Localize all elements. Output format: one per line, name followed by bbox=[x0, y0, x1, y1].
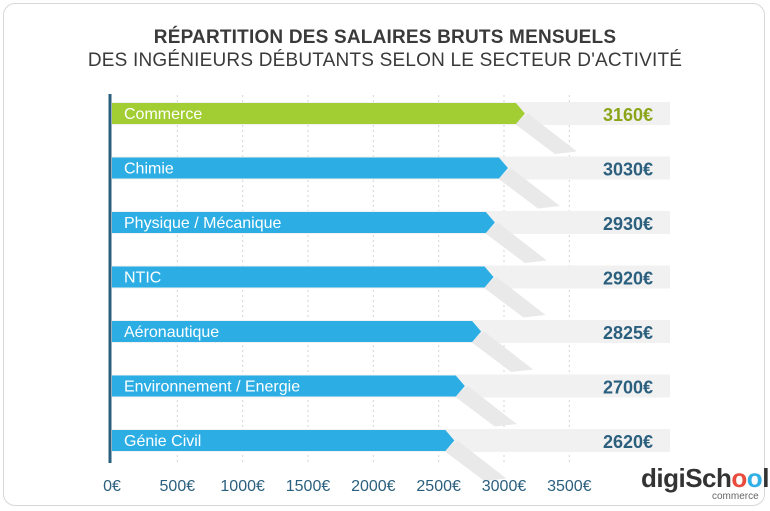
bar bbox=[112, 321, 482, 342]
bar bbox=[112, 375, 465, 397]
x-tick-label: 2000€ bbox=[351, 478, 396, 495]
logo-subtitle: commerce bbox=[712, 491, 759, 502]
bar-label: NTIC bbox=[124, 270, 161, 287]
value-label: 2930€ bbox=[603, 214, 653, 234]
x-tick-label: 3500€ bbox=[547, 478, 592, 495]
chart-subtitle: DES INGÉNIEURS DÉBUTANTS SELON LE SECTEU… bbox=[87, 50, 683, 71]
bar bbox=[112, 212, 495, 233]
x-tick-label: 0€ bbox=[103, 478, 121, 495]
x-tick-label: 2500€ bbox=[416, 478, 461, 495]
bar bbox=[112, 266, 494, 288]
digischool-logo: digiSchool bbox=[641, 463, 769, 493]
bar-shadow bbox=[483, 277, 546, 318]
x-tick-label: 1500€ bbox=[286, 478, 331, 495]
value-label: 2620€ bbox=[603, 432, 653, 452]
bar-shadow bbox=[514, 113, 577, 154]
bar-label: Commerce bbox=[124, 106, 202, 123]
chart-frame bbox=[3, 3, 765, 506]
bar bbox=[112, 103, 525, 124]
bar-label: Environnement / Energie bbox=[124, 379, 300, 396]
bar-shadow bbox=[471, 331, 534, 372]
bar-shadow bbox=[454, 386, 517, 427]
bar-shadow bbox=[444, 440, 507, 481]
bar-shadow bbox=[497, 168, 560, 209]
bar-shadow bbox=[484, 222, 547, 263]
bar-label: Génie Civil bbox=[124, 433, 201, 450]
bar-label: Chimie bbox=[124, 161, 174, 178]
value-label: 3030€ bbox=[603, 160, 653, 180]
value-label: 2700€ bbox=[603, 378, 653, 398]
x-tick-label: 3000€ bbox=[482, 478, 527, 495]
chart-title: RÉPARTITION DES SALAIRES BRUTS MENSUELS bbox=[153, 27, 617, 48]
bar-label: Physique / Mécanique bbox=[124, 215, 282, 232]
value-label: 2920€ bbox=[603, 269, 653, 289]
x-tick-label: 500€ bbox=[160, 478, 196, 495]
x-tick-label: 1000€ bbox=[220, 478, 265, 495]
bar-label: Aéronautique bbox=[124, 324, 219, 341]
bar bbox=[112, 430, 455, 451]
value-label: 2825€ bbox=[603, 323, 653, 343]
value-label: 3160€ bbox=[603, 105, 653, 125]
bar bbox=[112, 157, 508, 179]
